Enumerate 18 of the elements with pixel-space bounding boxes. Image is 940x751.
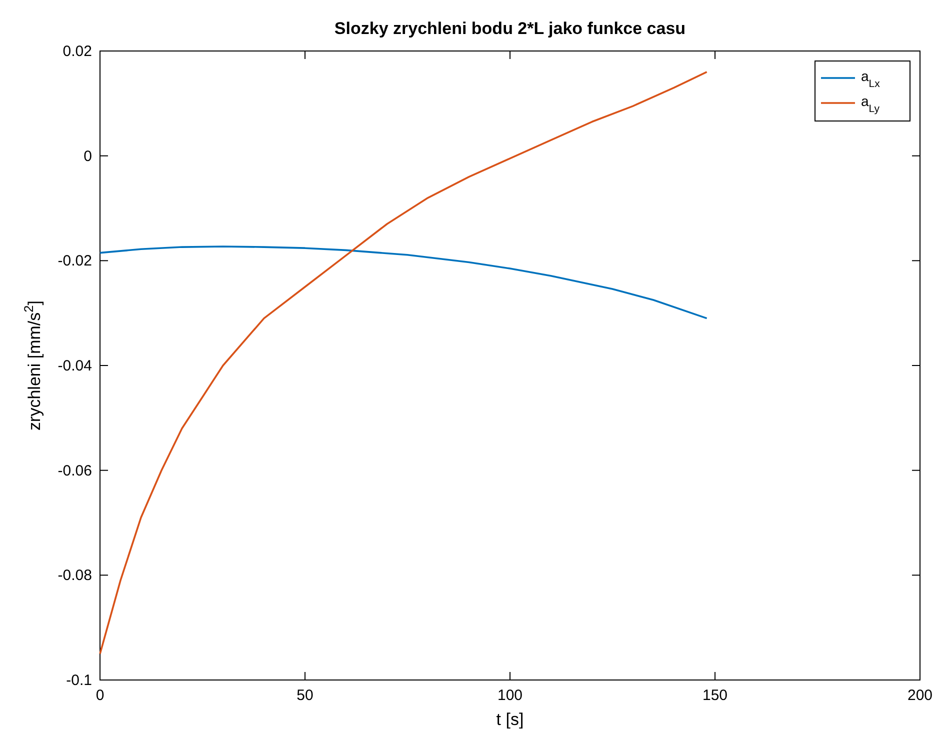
x-tick-label: 50 [296, 687, 314, 704]
y-tick-label: -0.08 [58, 567, 92, 584]
legend-label: a$_{Ly}$ [861, 93, 880, 115]
x-axis-title: t [s] [496, 710, 524, 729]
y-tick-label: -0.06 [58, 462, 92, 480]
legend-label: a$_{Lx}$ [861, 68, 881, 90]
line-series [99, 71, 708, 655]
y-tick-label: -0.1 [66, 672, 92, 689]
y-tick-label: -0.02 [58, 252, 92, 270]
y-tick-label: 0.02 [62, 43, 92, 60]
x-tick-label: 100 [497, 687, 523, 704]
x-tick-label: 150 [702, 687, 728, 704]
chart-title: Slozky zrychleni bodu 2*L jako funkce casu [334, 19, 686, 38]
x-tick-label: 200 [907, 687, 933, 704]
y-tick-label: -0.04 [58, 358, 92, 374]
y-tick-label: 0 [84, 148, 92, 165]
line-series [99, 246, 708, 320]
x-tick-label: 0 [96, 687, 104, 704]
